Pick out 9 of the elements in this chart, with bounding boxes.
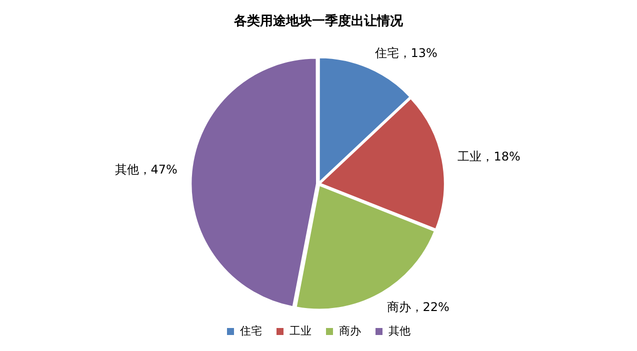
data-label: 其他，47% xyxy=(114,162,178,177)
legend-label: 商办 xyxy=(339,324,361,338)
legend-label: 其他 xyxy=(388,324,410,338)
legend-label: 住宅 xyxy=(240,324,262,338)
legend-label: 工业 xyxy=(290,324,312,338)
data-label: 工业，18% xyxy=(458,149,520,164)
chart-title: 各类用途地块一季度出让情况 xyxy=(233,13,404,30)
data-label: 住宅，13% xyxy=(374,46,438,60)
data-label: 商办，22% xyxy=(386,300,450,314)
